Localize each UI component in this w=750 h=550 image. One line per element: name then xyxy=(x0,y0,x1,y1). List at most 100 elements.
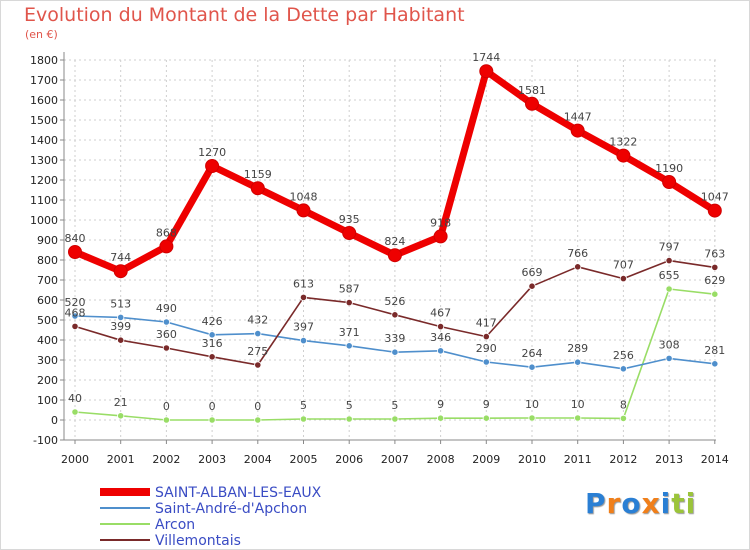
data-point xyxy=(528,363,536,371)
logo-letter: i xyxy=(660,487,672,520)
data-point xyxy=(254,416,262,424)
y-tick-label: 1700 xyxy=(30,74,58,87)
data-point xyxy=(345,342,353,350)
data-point xyxy=(665,285,673,293)
data-label: 797 xyxy=(659,241,680,254)
x-tick-label: 2004 xyxy=(244,453,272,466)
x-tick-label: 2005 xyxy=(290,453,318,466)
x-tick-label: 2014 xyxy=(701,453,729,466)
data-label: 655 xyxy=(659,269,680,282)
data-point xyxy=(71,322,79,330)
data-label: 308 xyxy=(659,338,680,351)
y-tick-label: 800 xyxy=(37,254,58,267)
data-label: 399 xyxy=(110,320,131,333)
data-point xyxy=(254,361,262,369)
data-point xyxy=(254,329,262,338)
data-label: 1190 xyxy=(655,162,683,175)
data-label: 526 xyxy=(384,295,405,308)
data-point xyxy=(570,123,585,138)
data-label: 707 xyxy=(613,259,634,272)
x-tick-label: 2000 xyxy=(61,453,89,466)
logo-letter: P xyxy=(585,487,607,520)
x-tick-label: 2013 xyxy=(655,453,683,466)
data-point xyxy=(391,311,399,319)
data-point xyxy=(707,203,722,218)
y-tick-label: 1200 xyxy=(30,174,58,187)
data-point xyxy=(479,64,494,79)
data-label: 520 xyxy=(65,296,86,309)
data-point xyxy=(299,415,308,423)
data-label: 763 xyxy=(704,247,725,260)
data-label: 824 xyxy=(384,235,405,248)
data-label: 744 xyxy=(110,251,131,264)
y-tick-label: 200 xyxy=(37,374,58,387)
data-point xyxy=(711,263,719,271)
y-tick-label: 1300 xyxy=(30,154,58,167)
data-point xyxy=(574,358,582,366)
series xyxy=(68,64,722,424)
data-point xyxy=(436,347,445,355)
data-point xyxy=(528,282,536,290)
data-label: 918 xyxy=(430,216,451,229)
data-label: 468 xyxy=(65,306,86,319)
x-tick-label: 2008 xyxy=(427,453,455,466)
data-point xyxy=(525,96,539,111)
data-point xyxy=(208,331,216,339)
data-labels: 8407448681270115910489358249181744158114… xyxy=(65,51,729,413)
logo-letter: o xyxy=(621,487,642,520)
data-point xyxy=(71,408,79,416)
data-point xyxy=(117,412,125,420)
data-label: 1159 xyxy=(244,168,272,181)
data-label: 256 xyxy=(613,349,634,362)
data-label: 360 xyxy=(156,328,177,341)
data-point xyxy=(482,414,490,422)
data-label: 289 xyxy=(567,342,588,355)
legend-label: Arcon xyxy=(155,517,195,533)
data-point xyxy=(665,354,673,362)
data-label: 9 xyxy=(437,398,444,411)
data-point xyxy=(250,181,265,196)
data-label: 432 xyxy=(247,314,268,327)
data-label: 1744 xyxy=(472,51,500,64)
data-label: 346 xyxy=(430,331,451,344)
data-label: 264 xyxy=(522,347,543,360)
y-tick-label: 100 xyxy=(37,394,58,407)
data-label: 0 xyxy=(209,400,216,413)
data-label: 426 xyxy=(202,315,223,328)
data-point xyxy=(391,348,399,356)
x-tick-label: 2006 xyxy=(335,453,363,466)
y-tick-label: 400 xyxy=(37,334,58,347)
data-label: 1322 xyxy=(609,136,637,149)
data-label: 5 xyxy=(300,399,307,412)
data-point xyxy=(436,322,445,331)
y-tick-label: 1500 xyxy=(30,114,58,127)
data-label: 5 xyxy=(346,399,353,412)
data-label: 490 xyxy=(156,302,177,315)
data-point xyxy=(117,336,125,344)
x-tick-label: 2011 xyxy=(564,453,592,466)
data-label: 10 xyxy=(571,398,585,411)
y-tick-label: 1000 xyxy=(30,214,58,227)
data-point xyxy=(162,318,170,326)
y-tick-label: 600 xyxy=(37,294,58,307)
data-point xyxy=(208,416,216,424)
data-label: 629 xyxy=(704,274,725,287)
data-point xyxy=(345,415,353,423)
data-label: 587 xyxy=(339,283,360,296)
data-label: 9 xyxy=(483,398,490,411)
data-label: 316 xyxy=(202,337,223,350)
data-point xyxy=(619,414,628,422)
data-label: 417 xyxy=(476,317,497,330)
data-label: 868 xyxy=(156,226,177,239)
data-label: 1048 xyxy=(290,190,318,203)
data-label: 1047 xyxy=(701,191,729,204)
x-tick-label: 2012 xyxy=(609,453,637,466)
data-label: 1270 xyxy=(198,146,226,159)
legend-label: Villemontais xyxy=(155,533,241,549)
data-label: 1581 xyxy=(518,84,546,97)
data-point xyxy=(574,414,582,422)
y-tick-label: 0 xyxy=(51,414,58,427)
data-point xyxy=(436,414,445,422)
data-point xyxy=(208,353,216,361)
data-label: 1447 xyxy=(564,111,592,124)
